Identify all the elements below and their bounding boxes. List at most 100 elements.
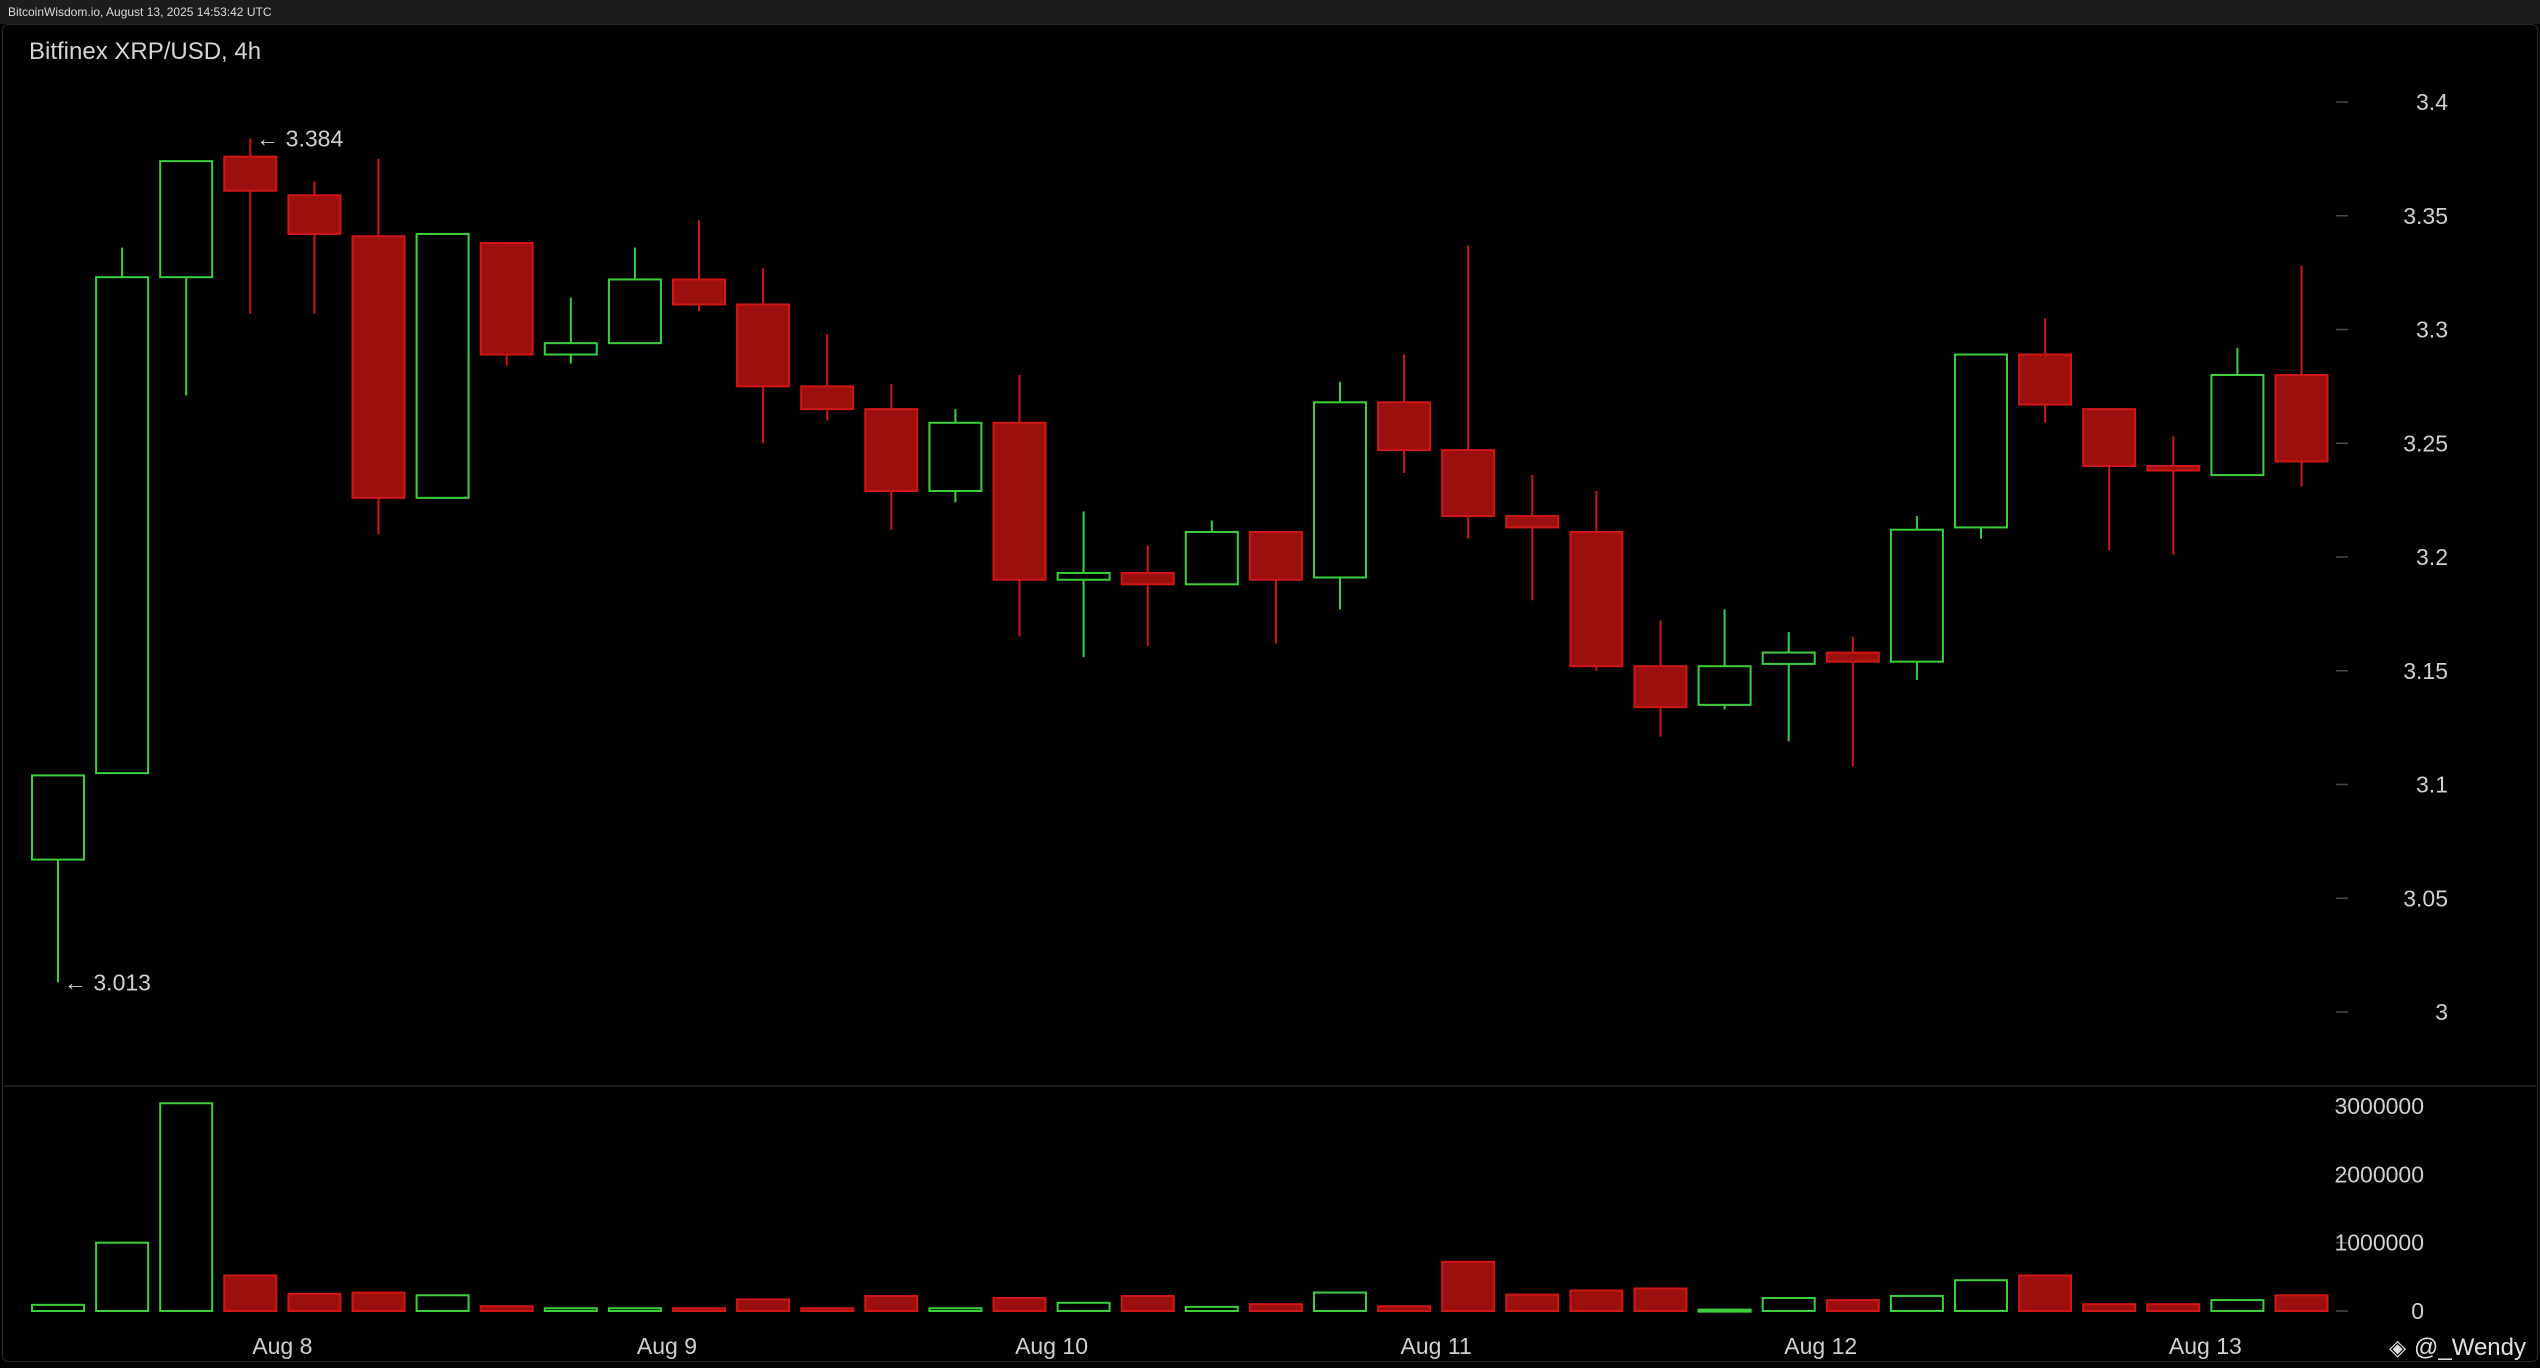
- price-tick-label: 3.1: [2416, 772, 2448, 798]
- price-tick-label: 3.4: [2416, 89, 2448, 115]
- candle-up: [1184, 530, 1239, 586]
- candle-down: [672, 278, 726, 306]
- volume-bar: [479, 1305, 534, 1313]
- volume-tick-label: 3000000: [2334, 1093, 2424, 1119]
- volume-bar: [159, 1102, 214, 1313]
- candle-down: [223, 155, 278, 192]
- volume-bar: [736, 1298, 791, 1312]
- chart-title: Bitfinex XRP/USD, 4h: [29, 38, 262, 65]
- volume-tick-label: 1000000: [2334, 1230, 2424, 1256]
- candle-down: [1569, 530, 1624, 668]
- candle-up: [415, 232, 470, 499]
- volume-bars: [31, 1102, 2329, 1313]
- date-label: Aug 9: [637, 1333, 697, 1359]
- date-label: Aug 10: [1015, 1333, 1088, 1359]
- date-label: Aug 12: [1784, 1333, 1857, 1359]
- candle-down: [1441, 449, 1496, 518]
- price-tick-label: 3.15: [2403, 658, 2448, 684]
- volume-bar: [223, 1274, 278, 1313]
- volume-bar: [1761, 1297, 1816, 1313]
- volume-bar: [351, 1291, 406, 1313]
- candle-down: [1248, 530, 1303, 581]
- volume-tick-label: 2000000: [2334, 1161, 2424, 1187]
- volume-tick-label: 0: [2411, 1298, 2424, 1324]
- candle-up: [1954, 353, 2008, 529]
- volume-bar: [2082, 1303, 2137, 1312]
- volume-bar: [1697, 1308, 1752, 1313]
- candle-down: [1633, 665, 1688, 709]
- candle-down: [479, 242, 534, 356]
- candle-down: [1120, 571, 1175, 586]
- candle-down: [736, 303, 791, 388]
- volume-bar: [287, 1292, 342, 1312]
- volume-bar: [1248, 1303, 1303, 1312]
- volume-bar: [1313, 1291, 1367, 1313]
- volume-bar: [1120, 1294, 1175, 1313]
- volume-bar: [2146, 1303, 2201, 1312]
- volume-bar: [800, 1307, 855, 1313]
- volume-bar: [1633, 1287, 1688, 1312]
- candle-up: [2210, 374, 2265, 477]
- candle-down: [2082, 408, 2137, 467]
- price-axis: 3.4 3.35 3.3 3.25 3.2 3.15 3.1 3.05 3: [2336, 89, 2448, 1025]
- candle-up: [95, 276, 150, 775]
- volume-bar: [1056, 1301, 1111, 1313]
- volume-bar: [864, 1294, 919, 1313]
- candle-down: [2018, 353, 2073, 406]
- price-tick-label: 3.2: [2416, 544, 2448, 570]
- candle-down: [864, 408, 919, 493]
- price-annotation: ← 3.013: [64, 969, 151, 995]
- candle-up: [607, 278, 662, 345]
- volume-bar: [1377, 1305, 1432, 1313]
- candle-up: [928, 421, 983, 493]
- date-label: Aug 8: [252, 1333, 312, 1359]
- volume-bar: [1441, 1260, 1496, 1313]
- date-label: Aug 11: [1401, 1333, 1472, 1359]
- volume-bar: [1889, 1294, 1944, 1313]
- volume-bar: [992, 1297, 1047, 1313]
- candles: [31, 138, 2329, 983]
- price-tick-label: 3.35: [2403, 203, 2448, 229]
- watermark-text: @_Wendy: [2414, 1334, 2526, 1361]
- candle-up: [1889, 528, 1944, 663]
- volume-bar: [1569, 1289, 1624, 1312]
- annotations: ← 3.384 ← 3.013: [64, 125, 343, 995]
- volume-bar: [95, 1241, 150, 1312]
- candle-up: [1313, 401, 1367, 579]
- volume-bar: [1954, 1279, 2008, 1312]
- top-bar: BitcoinWisdom.io, August 13, 2025 14:53:…: [0, 0, 2540, 24]
- candle-down: [2274, 374, 2329, 463]
- time-axis: Aug 8 Aug 9 Aug 10 Aug 11 Aug 12 Aug 13: [252, 1333, 2242, 1359]
- price-tick-label: 3: [2435, 999, 2448, 1025]
- volume-bar: [2274, 1294, 2329, 1312]
- candle-down: [351, 235, 406, 499]
- watermark: ◈ @_Wendy: [2389, 1334, 2526, 1362]
- volume-bar: [1184, 1305, 1239, 1313]
- price-annotation: ← 3.384: [256, 125, 343, 151]
- price-tick-label: 3.3: [2416, 317, 2448, 343]
- volume-bar: [2018, 1274, 2073, 1313]
- diamond-logo-icon: ◈: [2389, 1335, 2407, 1360]
- candle-up: [31, 774, 85, 861]
- candle-down: [1505, 515, 1560, 529]
- volume-bar: [1825, 1299, 1880, 1312]
- volume-bar: [672, 1307, 726, 1313]
- volume-bar: [543, 1307, 598, 1313]
- source-timestamp: BitcoinWisdom.io, August 13, 2025 14:53:…: [8, 5, 272, 19]
- volume-bar: [1505, 1293, 1560, 1312]
- candle-up: [1056, 571, 1111, 581]
- candle-down: [287, 194, 342, 235]
- date-label: Aug 13: [2169, 1333, 2242, 1359]
- volume-bar: [607, 1307, 662, 1313]
- candle-up: [1697, 665, 1752, 706]
- volume-bar: [2210, 1299, 2265, 1312]
- candle-up: [159, 160, 214, 279]
- volume-bar: [928, 1307, 983, 1313]
- candle-down: [800, 385, 855, 411]
- candle-down: [992, 421, 1047, 581]
- candle-down: [1825, 651, 1880, 663]
- price-tick-label: 3.05: [2403, 885, 2448, 911]
- volume-bar: [31, 1303, 85, 1312]
- price-tick-label: 3.25: [2403, 430, 2448, 456]
